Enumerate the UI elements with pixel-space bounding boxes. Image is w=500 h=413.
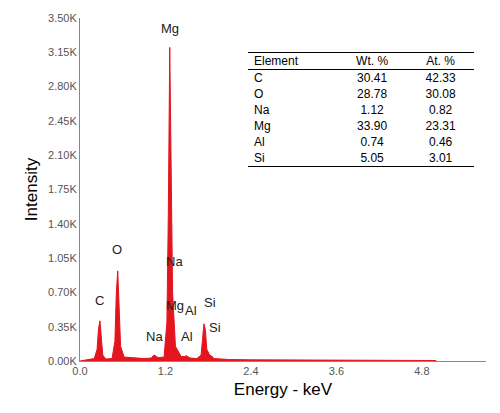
html-text:C: C (254, 71, 263, 85)
html-text:Al: Al (254, 135, 265, 149)
svg-text:Energy - keV: Energy - keV (234, 380, 333, 399)
svg-text:O: O (112, 242, 122, 257)
svg-text:1.2: 1.2 (158, 365, 173, 377)
svg-text:3.50K: 3.50K (48, 12, 77, 24)
html-text:5.05: 5.05 (360, 151, 384, 165)
svg-text:0.35K: 0.35K (48, 321, 77, 333)
svg-text:3.15K: 3.15K (48, 46, 77, 58)
html-text:Na: Na (254, 103, 270, 117)
svg-text:Al: Al (185, 303, 197, 318)
svg-text:Na: Na (166, 254, 183, 269)
svg-text:1.05K: 1.05K (48, 252, 77, 264)
svg-text:4.8: 4.8 (414, 365, 429, 377)
html-text:Mg: Mg (254, 119, 271, 133)
html-text:33.90: 33.90 (357, 119, 388, 133)
svg-text:C: C (95, 293, 104, 308)
svg-text:0.0: 0.0 (72, 365, 87, 377)
html-text:1.12: 1.12 (360, 103, 384, 117)
svg-text:Na: Na (146, 329, 163, 344)
svg-text:Mg: Mg (161, 21, 179, 36)
svg-text:1.40K: 1.40K (48, 218, 77, 230)
html-text:0.74: 0.74 (360, 135, 384, 149)
svg-text:Intensity: Intensity (22, 157, 41, 221)
svg-text:2.10K: 2.10K (48, 149, 77, 161)
html-text:Wt. %: Wt. % (356, 54, 389, 68)
html-text:Element: Element (254, 54, 298, 68)
svg-text:Si: Si (204, 295, 216, 310)
html-text:23.31: 23.31 (425, 119, 456, 133)
html-text:0.82: 0.82 (428, 103, 453, 117)
svg-text:2.4: 2.4 (243, 365, 258, 377)
html-text:30.08: 30.08 (425, 87, 456, 101)
html-text:Si: Si (254, 151, 265, 165)
html-text:3.01: 3.01 (428, 151, 453, 165)
svg-text:3.6: 3.6 (329, 365, 344, 377)
svg-text:0.70K: 0.70K (48, 286, 77, 298)
html-text:30.41: 30.41 (357, 71, 388, 85)
svg-text:2.80K: 2.80K (48, 80, 77, 92)
svg-text:2.45K: 2.45K (48, 115, 77, 127)
html-text:O: O (254, 87, 264, 101)
svg-text:Mg: Mg (166, 298, 184, 313)
html-text:At. %: At. % (426, 54, 455, 68)
html-text:42.33: 42.33 (425, 71, 456, 85)
svg-text:Si: Si (209, 320, 221, 335)
html-text:0.46: 0.46 (428, 135, 453, 149)
svg-text:1.75K: 1.75K (48, 183, 77, 195)
html-text:28.78: 28.78 (357, 87, 388, 101)
svg-text:0.00K: 0.00K (48, 355, 77, 367)
svg-text:Al: Al (181, 329, 193, 344)
